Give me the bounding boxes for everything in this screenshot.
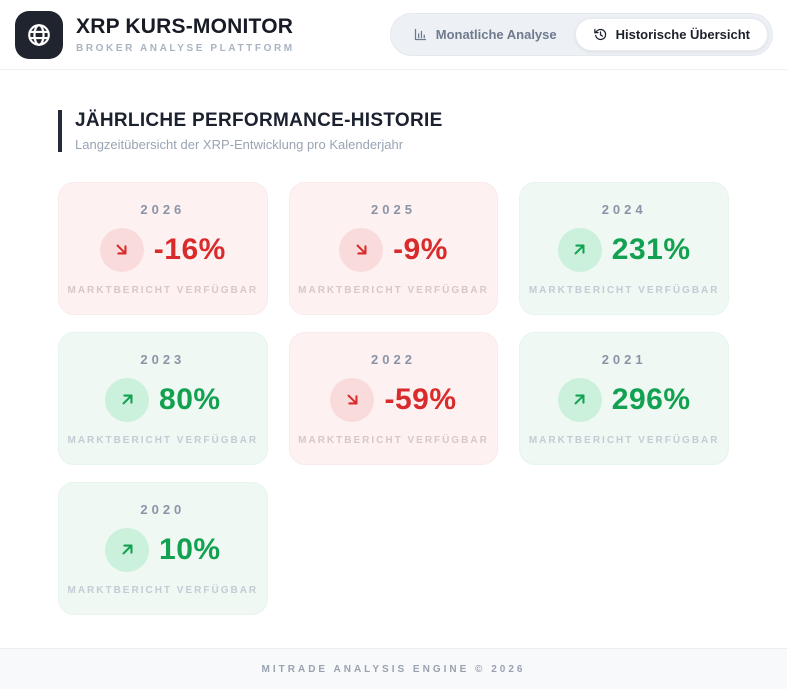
year-performance-card: 2021 296% MARKTBERICHT VERFÜGBAR (519, 332, 729, 465)
year-performance-card: 2023 80% MARKTBERICHT VERFÜGBAR (58, 332, 268, 465)
section-subtitle: Langzeitübersicht der XRP-Entwicklung pr… (75, 137, 404, 152)
arrow-down-right-icon (347, 394, 358, 405)
card-year: 2026 (140, 201, 186, 217)
card-note: MARKTBERICHT VERFÜGBAR (528, 434, 720, 446)
section-title: JÄHRLICHE PERFORMANCE-HISTORIE (75, 110, 443, 131)
trend-badge (330, 377, 375, 422)
app-title: XRP KURS-MONITOR (76, 15, 294, 38)
card-year: 2021 (601, 351, 647, 367)
card-value-row: 10% (105, 527, 221, 572)
card-value-row: -59% (330, 377, 457, 422)
year-performance-card: 2024 231% MARKTBERICHT VERFÜGBAR (519, 182, 729, 315)
app-footer: MITRADE ANALYSIS ENGINE © 2026 (0, 648, 787, 689)
history-clock-icon (593, 28, 606, 41)
card-percentage: 296% (611, 382, 691, 416)
card-value-row: 80% (105, 377, 221, 422)
card-percentage: 10% (159, 532, 221, 566)
card-note: MARKTBERICHT VERFÜGBAR (298, 284, 489, 296)
arrow-up-right-icon (122, 544, 133, 555)
trend-badge (105, 377, 150, 422)
card-year: 2022 (371, 351, 416, 367)
section-header: JÄHRLICHE PERFORMANCE-HISTORIE Langzeitü… (58, 110, 729, 152)
card-value-row: 231% (557, 227, 691, 272)
footer-text: MITRADE ANALYSIS ENGINE © 2026 (261, 663, 526, 675)
card-note: MARKTBERICHT VERFÜGBAR (67, 584, 259, 596)
year-performance-card: 2020 10% MARKTBERICHT VERFÜGBAR (58, 482, 268, 615)
brand-text: XRP KURS-MONITOR BROKER ANALYSE PLATTFOR… (76, 15, 295, 54)
card-year: 2023 (140, 351, 186, 367)
year-performance-card: 2026 -16% MARKTBERICHT VERFÜGBAR (58, 182, 268, 315)
bar-chart-icon (414, 28, 426, 41)
card-value-row: 296% (557, 377, 691, 422)
year-cards-grid: 2026 -16% MARKTBERICHT VERFÜGBAR 2025 (58, 182, 729, 615)
trend-badge (339, 227, 384, 272)
card-percentage: 231% (611, 232, 691, 266)
card-year: 2025 (371, 201, 416, 217)
logo (15, 10, 63, 59)
tab-label: Monatliche Analyse (435, 27, 557, 42)
arrow-down-right-icon (356, 244, 367, 255)
trend-badge (557, 227, 602, 272)
arrow-up-right-icon (122, 394, 133, 405)
brand: XRP KURS-MONITOR BROKER ANALYSE PLATTFOR… (15, 10, 295, 59)
trend-badge (99, 227, 144, 272)
tab-monthly-analysis[interactable]: Monatliche Analyse (395, 18, 575, 51)
arrow-up-right-icon (574, 394, 585, 405)
app-header: XRP KURS-MONITOR BROKER ANALYSE PLATTFOR… (0, 0, 787, 70)
main-content: JÄHRLICHE PERFORMANCE-HISTORIE Langzeitü… (0, 70, 787, 615)
card-percentage: -9% (393, 232, 448, 266)
arrow-down-right-icon (116, 244, 127, 255)
app-subtitle: BROKER ANALYSE PLATTFORM (76, 43, 295, 54)
trend-badge (557, 377, 602, 422)
globe-icon (28, 23, 50, 46)
trend-badge (105, 527, 150, 572)
tab-historical-overview[interactable]: Historische Übersicht (574, 18, 768, 51)
card-note: MARKTBERICHT VERFÜGBAR (528, 284, 720, 296)
year-performance-card: 2025 -9% MARKTBERICHT VERFÜGBAR (288, 182, 499, 315)
tab-label: Historische Übersicht (615, 27, 750, 42)
arrow-up-right-icon (574, 244, 585, 255)
card-value-row: -9% (339, 227, 448, 272)
card-percentage: -59% (384, 382, 457, 416)
card-note: MARKTBERICHT VERFÜGBAR (67, 434, 259, 446)
card-note: MARKTBERICHT VERFÜGBAR (298, 434, 489, 446)
card-percentage: 80% (159, 382, 221, 416)
card-note: MARKTBERICHT VERFÜGBAR (67, 284, 259, 296)
card-value-row: -16% (99, 227, 226, 272)
card-year: 2020 (140, 501, 186, 517)
card-year: 2024 (601, 201, 647, 217)
card-percentage: -16% (153, 232, 226, 266)
view-toggle: Monatliche Analyse Historische Übersicht (389, 13, 773, 56)
year-performance-card: 2022 -59% MARKTBERICHT VERFÜGBAR (288, 332, 499, 465)
